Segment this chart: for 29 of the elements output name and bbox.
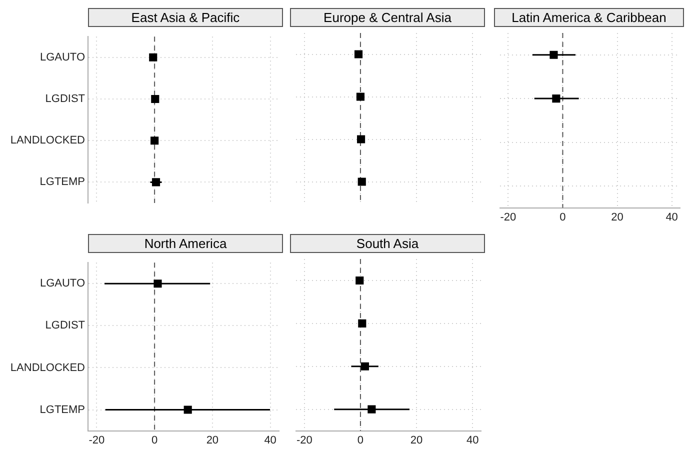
chart-title: South Asia — [290, 234, 485, 253]
x-tick-label: 40 — [466, 434, 479, 446]
chart-title: North America — [88, 234, 283, 253]
y-tick-label: LGDIST — [45, 93, 86, 106]
y-tick-label: LGTEMP — [40, 404, 85, 416]
x-tick-label: 40 — [666, 211, 678, 224]
y-tick-label: LGDIST — [45, 320, 86, 332]
point — [360, 362, 369, 370]
chart-title: Latin America & Caribbean — [494, 8, 684, 27]
x-tick-label: 20 — [611, 211, 624, 224]
x-tick-label: -20 — [88, 434, 105, 446]
chart-title: East Asia & Pacific — [88, 8, 283, 27]
y-tick-label: LANDLOCKED — [10, 362, 86, 374]
point — [368, 405, 376, 414]
y-tick-label: LGTEMP — [40, 176, 85, 188]
x-tick-label: -20 — [296, 434, 312, 446]
point — [358, 319, 366, 328]
x-tick-label: 20 — [410, 434, 423, 446]
x-tick-label: 0 — [560, 211, 566, 224]
x-tick-label: -20 — [500, 211, 516, 224]
y-tick-label: LANDLOCKED — [10, 134, 86, 147]
x-tick-label: 0 — [152, 434, 158, 446]
x-tick-label: 40 — [264, 434, 276, 446]
x-tick-label: 0 — [357, 434, 364, 446]
y-tick-label: LGAUTO — [40, 278, 86, 290]
y-tick-label: LGAUTO — [40, 51, 86, 64]
chart-title: Europe & Central Asia — [290, 8, 485, 27]
x-tick-label: 20 — [206, 434, 219, 446]
point — [356, 276, 364, 285]
